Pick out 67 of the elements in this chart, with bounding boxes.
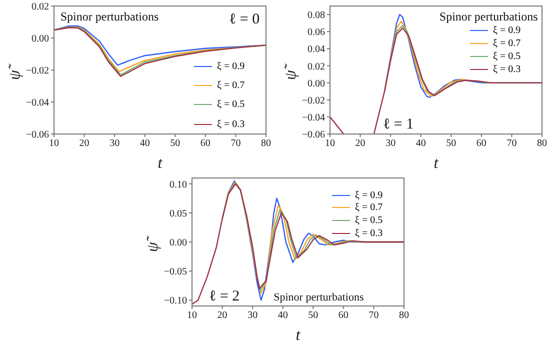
x-axis-title: t — [434, 155, 439, 172]
x-axis-title: t — [296, 327, 301, 343]
y-tick-label: −0.06 — [26, 130, 49, 141]
x-tick-label: 40 — [278, 310, 288, 322]
annotation: ℓ = 2 — [208, 288, 240, 305]
annotation: Spinor perturbations — [274, 291, 364, 304]
x-tick-label: 70 — [506, 138, 517, 150]
y-tick-label: 0.00 — [32, 34, 49, 45]
line-series — [192, 183, 404, 305]
x-tick-label: 10 — [187, 310, 197, 322]
x-tick-label: 20 — [217, 310, 228, 322]
legend-label: ξ = 0.9 — [217, 61, 245, 72]
y-axis-title: ψ̃ — [144, 235, 162, 252]
x-tick-label: 80 — [399, 310, 409, 322]
legend-label: ξ = 0.3 — [355, 228, 383, 239]
x-tick-label: 20 — [79, 138, 90, 150]
y-axis-title: ψ̃ — [6, 63, 24, 80]
y-tick-label: −0.06 — [302, 130, 325, 141]
y-tick-label: 0.10 — [170, 179, 187, 190]
x-tick-label: 80 — [261, 138, 271, 150]
x-tick-label: 50 — [446, 138, 456, 150]
x-tick-label: 80 — [537, 138, 547, 150]
y-tick-label: −0.02 — [302, 95, 325, 106]
y-tick-label: 0.04 — [308, 44, 325, 56]
y-axis-title: ψ̃ — [282, 63, 300, 80]
y-tick-label: −0.05 — [164, 266, 187, 278]
y-tick-label: 0.02 — [308, 61, 325, 72]
y-tick-label: −0.04 — [302, 112, 325, 124]
y-tick-label: −0.04 — [26, 98, 49, 109]
annotation: Spinor perturbations — [439, 10, 538, 24]
annotation: ℓ = 1 — [383, 116, 414, 133]
annotation: Spinor perturbations — [60, 10, 160, 24]
y-tick-label: 0.05 — [170, 208, 187, 220]
x-tick-label: 10 — [325, 138, 335, 150]
x-tick-label: 40 — [140, 138, 150, 150]
x-tick-label: 70 — [230, 138, 241, 150]
x-tick-label: 50 — [308, 310, 318, 322]
legend-label: ξ = 0.9 — [355, 190, 383, 201]
legend-label: ξ = 0.7 — [493, 38, 521, 49]
legend-label: ξ = 0.5 — [493, 50, 521, 62]
x-tick-label: 60 — [338, 310, 348, 322]
x-tick-label: 30 — [110, 138, 120, 150]
y-tick-label: 0.00 — [308, 78, 325, 90]
x-tick-label: 60 — [476, 138, 486, 150]
y-tick-label: 0.08 — [308, 10, 325, 22]
legend-label: ξ = 0.3 — [217, 118, 245, 130]
x-axis-title: t — [158, 155, 163, 172]
y-tick-label: −0.02 — [26, 66, 49, 77]
legend-label: ξ = 0.5 — [355, 215, 383, 226]
x-tick-label: 50 — [170, 138, 180, 150]
legend-label: ξ = 0.7 — [355, 202, 383, 214]
legend-label: ξ = 0.5 — [217, 99, 245, 110]
y-tick-label: −0.10 — [164, 296, 187, 307]
legend-label: ξ = 0.7 — [217, 80, 245, 92]
x-tick-label: 60 — [200, 138, 210, 150]
x-tick-label: 40 — [416, 138, 426, 150]
annotation: ℓ = 0 — [228, 12, 260, 28]
y-tick-label: 0.00 — [170, 238, 187, 249]
legend-label: ξ = 0.3 — [493, 64, 521, 75]
y-tick-label: 0.02 — [32, 2, 49, 13]
y-tick-label: 0.06 — [308, 27, 325, 38]
x-tick-label: 10 — [49, 138, 59, 150]
legend-label: ξ = 0.9 — [493, 25, 521, 36]
x-tick-label: 30 — [386, 138, 396, 150]
x-tick-label: 30 — [248, 310, 258, 322]
x-tick-label: 20 — [355, 138, 366, 150]
x-tick-label: 70 — [368, 310, 379, 322]
